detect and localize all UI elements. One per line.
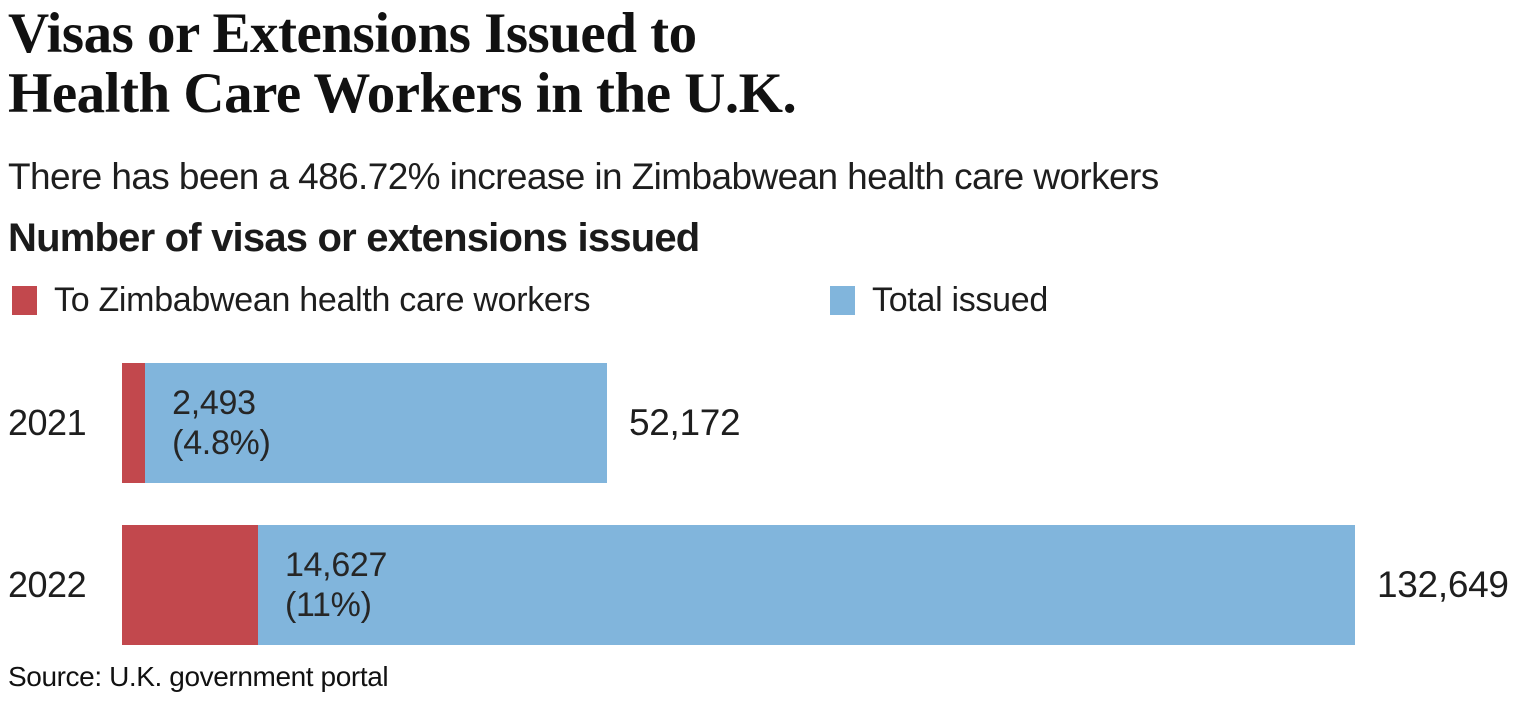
axis-heading: Number of visas or extensions issued [8,216,700,260]
bar-2021: 2,493 (4.8%) [122,363,607,483]
chart-subtitle: There has been a 486.72% increase in Zim… [8,156,1159,197]
legend-item-total: Total issued [830,281,1048,320]
legend: To Zimbabwean health care workers Total … [12,281,1048,320]
legend-swatch-total [830,286,855,315]
legend-swatch-zimbabwean [12,286,37,315]
source-note: Source: U.K. government portal [8,661,389,692]
bar-2022-zimbabwean-count: 14,627 [284,546,388,584]
bar-2022-total-segment: 14,627 (11%) [257,525,1355,645]
chart-title: Visas or Extensions Issued to Health Care… [8,2,797,125]
bar-2022-zimbabwean-value-label: 14,627 (11%) [258,545,388,625]
bar-2022-zimbabwean-segment [122,525,258,645]
bar-2021-zimbabwean-segment [122,363,146,483]
bar-row-2022: 2022 14,627 (11%) 132,649 [0,525,1536,645]
bar-2021-total-segment: 2,493 (4.8%) [145,363,607,483]
legend-item-zimbabwean: To Zimbabwean health care workers [12,281,830,320]
year-label-2021: 2021 [8,402,87,443]
bar-2021-total-label: 52,172 [628,402,741,443]
legend-label-zimbabwean: To Zimbabwean health care workers [54,281,591,319]
bar-chart: 2021 2,493 (4.8%) 52,172 2022 14,627 [0,363,1536,645]
legend-label-total: Total issued [872,281,1048,319]
bar-2022: 14,627 (11%) [122,525,1355,645]
chart-title-line1: Visas or Extensions Issued to [8,2,697,65]
bar-2021-zimbabwean-count: 2,493 [172,384,256,422]
bar-2022-total-label: 132,649 [1377,564,1509,605]
chart-title-line2: Health Care Workers in the U.K. [8,62,797,125]
bar-2021-zimbabwean-percent: (4.8%) [172,424,271,462]
bar-2021-zimbabwean-value-label: 2,493 (4.8%) [145,383,271,463]
bar-2022-zimbabwean-percent: (11%) [284,586,372,624]
bar-row-2021: 2021 2,493 (4.8%) 52,172 [0,363,1536,483]
year-label-2022: 2022 [8,564,87,605]
